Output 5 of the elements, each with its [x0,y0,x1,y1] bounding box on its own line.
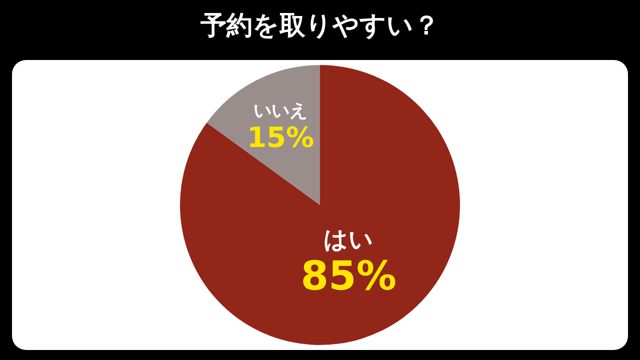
data-label: 85% [300,254,396,300]
slice-label: いいえ [254,100,308,122]
data-label: 15% [247,120,314,154]
chart-title: 予約を取りやすい？ [200,10,440,43]
slice-label: はい [324,225,374,254]
